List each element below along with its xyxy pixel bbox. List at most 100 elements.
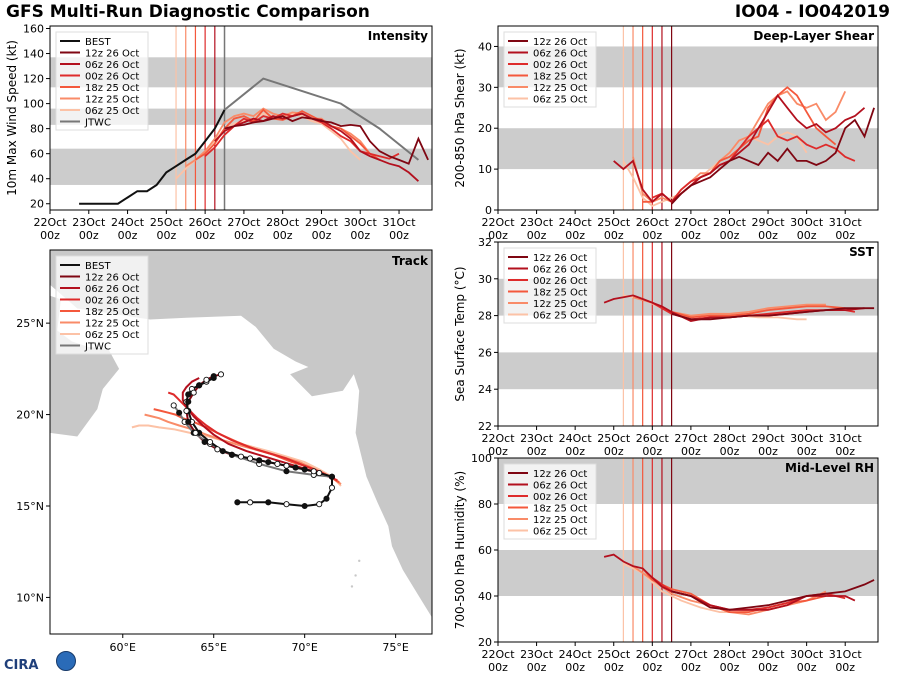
intensity-legend-label-7: JTWC (84, 118, 111, 129)
track-best-point-11 (274, 460, 281, 467)
intensity-xtick-sub-5: 00z (234, 229, 254, 242)
track-legend-label-5: 12z 25 Oct (85, 319, 139, 330)
track-legend-label-0: BEST (85, 261, 112, 272)
sst-xtick-label-6: 28Oct (713, 432, 747, 445)
rh-plot-area (498, 458, 878, 642)
intensity-legend-label-1: 12z 26 Oct (85, 49, 139, 60)
cira-logo: CIRA (4, 658, 39, 673)
sst-legend-label-0: 12z 26 Oct (533, 253, 587, 264)
rh-ytick-label-3: 80 (478, 498, 492, 511)
sst-xtick-sub-5: 00z (681, 445, 701, 458)
sst-xtick-sub-1: 00z (527, 445, 547, 458)
shear-ytick-label-0: 0 (485, 204, 492, 217)
sst-xtick-sub-9: 00z (835, 445, 855, 458)
rh-legend-label-3: 18z 25 Oct (533, 504, 587, 515)
track-legend-label-6: 06z 25 Oct (85, 330, 139, 341)
shear-ytick-label-1: 10 (478, 163, 492, 176)
rh-series-0 (671, 579, 875, 611)
intensity-xtick-sub-7: 00z (312, 229, 332, 242)
shear-xtick-sub-5: 00z (681, 229, 701, 242)
sst-legend-label-4: 12z 25 Oct (533, 299, 587, 310)
shear-xtick-label-4: 26Oct (636, 216, 670, 229)
track-run-point-2 (301, 466, 308, 473)
rh-legend-label-4: 12z 25 Oct (533, 515, 587, 526)
shear-title: Deep-Layer Shear (753, 29, 874, 43)
arabia-land (50, 250, 120, 437)
shear-xtick-label-3: 25Oct (597, 216, 631, 229)
track-xtick-label-3: 75°E (382, 641, 408, 654)
intensity-best-line (79, 109, 226, 205)
rh-xtick-label-4: 26Oct (636, 648, 670, 661)
shear-xtick-sub-0: 00z (488, 229, 508, 242)
rh-xtick-sub-3: 00z (604, 661, 624, 674)
sst-xtick-label-3: 25Oct (597, 432, 631, 445)
track-run-point-9 (192, 429, 199, 436)
track-best-point-20 (185, 391, 192, 398)
shear-xtick-sub-4: 00z (642, 229, 662, 242)
track-best-point-5 (316, 501, 323, 508)
intensity-ylabel: 10m Max Wind Speed (kt) (5, 40, 19, 196)
track-best-point-12 (256, 457, 263, 464)
rh-xtick-sub-7: 00z (758, 661, 778, 674)
intensity-ytick-label-4: 100 (23, 98, 44, 111)
island-0 (350, 585, 354, 588)
shear-xtick-sub-9: 00z (835, 229, 855, 242)
intensity-xtick-sub-3: 00z (156, 229, 176, 242)
rh-ytick-label-1: 40 (478, 590, 492, 603)
track-jtwc-point-9 (170, 402, 177, 409)
track-run-point-1 (316, 470, 323, 477)
intensity-legend-label-3: 00z 26 Oct (85, 72, 139, 83)
intensity-xtick-sub-8: 00z (350, 229, 370, 242)
shear-ytick-label-3: 30 (478, 81, 492, 94)
rh-xtick-sub-4: 00z (642, 661, 662, 674)
intensity-xtick-label-9: 31Oct (383, 216, 417, 229)
rh-xtick-sub-1: 00z (527, 661, 547, 674)
rh-xtick-sub-6: 00z (720, 661, 740, 674)
track-run-point-12 (185, 398, 192, 405)
intensity-ytick-label-1: 40 (30, 173, 44, 186)
page-title: GFS Multi-Run Diagnostic Comparison (6, 2, 370, 22)
rh-xtick-label-6: 28Oct (713, 648, 747, 661)
sst-xtick-sub-4: 00z (642, 445, 662, 458)
sst-band-0 (498, 352, 878, 390)
rh-xtick-label-7: 29Oct (752, 648, 786, 661)
rh-title: Mid-Level RH (785, 461, 874, 475)
sst-xtick-label-8: 30Oct (790, 432, 824, 445)
sst-legend-label-2: 00z 26 Oct (533, 276, 587, 287)
sst-ylabel: Sea Surface Temp (°C) (453, 266, 467, 401)
shear-legend-label-5: 06z 25 Oct (533, 95, 587, 106)
rh-xtick-label-0: 22Oct (481, 648, 515, 661)
track-best-point-13 (237, 453, 245, 460)
shear-xtick-label-9: 31Oct (829, 216, 863, 229)
track-xtick-label-1: 65°E (200, 641, 226, 654)
storm-id: IO04 - IO042019 (734, 2, 890, 22)
intensity-legend-label-6: 06z 25 Oct (85, 106, 139, 117)
rh-ytick-label-4: 100 (471, 452, 492, 465)
intensity-ytick-label-3: 80 (30, 123, 44, 136)
shear-xtick-sub-3: 00z (604, 229, 624, 242)
track-legend-label-1: 12z 26 Oct (85, 273, 139, 284)
track-best-point-10 (292, 464, 299, 471)
rh-ytick-label-2: 60 (478, 544, 492, 557)
track-run-point-8 (201, 438, 208, 446)
track-run-point-17 (217, 371, 225, 378)
sst-xtick-sub-6: 00z (720, 445, 740, 458)
intensity-panel: 2040608010012014016022Oct00z23Oct00z24Oc… (5, 23, 433, 242)
intensity-ytick-label-2: 60 (30, 148, 44, 161)
track-run-point-15 (203, 376, 210, 383)
track-panel: 60°E 65°E 70°E 75°E 10°N 15°N 20°N 25°N Track BES… (16, 249, 433, 654)
rh-band-0 (498, 550, 878, 596)
shear-ylabel: 200-850 hPa Shear (kt) (453, 48, 467, 187)
track-run-point-13 (190, 389, 197, 396)
shear-series-5 (622, 131, 808, 207)
intensity-xtick-label-7: 29Oct (305, 216, 339, 229)
rh-panel: 2040608010022Oct00z23Oct00z24Oct00z25Oct… (453, 452, 879, 674)
track-ytick-label-3: 25°N (16, 317, 44, 330)
rh-xtick-sub-2: 00z (565, 661, 585, 674)
sst-xtick-sub-3: 00z (604, 445, 624, 458)
intensity-frame (49, 25, 433, 211)
intensity-ytick-label-7: 160 (23, 23, 44, 36)
shear-xtick-label-6: 28Oct (713, 216, 747, 229)
rh-xtick-label-9: 31Oct (829, 648, 863, 661)
